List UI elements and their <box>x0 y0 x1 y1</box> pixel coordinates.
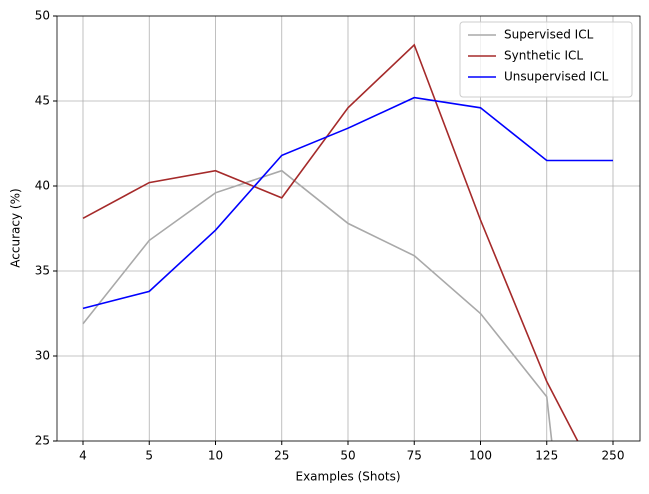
y-tick-label: 35 <box>35 264 50 278</box>
legend-label: Supervised ICL <box>504 28 594 42</box>
legend-label: Synthetic ICL <box>504 49 583 63</box>
plot-frame <box>56 15 641 442</box>
x-tick-label: 50 <box>340 449 355 463</box>
y-tick-label: 25 <box>35 434 50 448</box>
x-tick-label: 125 <box>535 449 558 463</box>
data-line <box>82 43 579 441</box>
x-tick-label: 75 <box>407 449 422 463</box>
y-tick-label: 50 <box>35 9 50 23</box>
x-tick-label: 10 <box>208 449 223 463</box>
x-tick-label: 100 <box>469 449 492 463</box>
y-tick-label: 40 <box>35 179 50 193</box>
data-line <box>82 96 613 310</box>
legend-box <box>459 21 633 98</box>
y-tick-label: 30 <box>35 349 50 363</box>
x-tick-label: 4 <box>79 449 87 463</box>
x-axis-label: Examples (Shots) <box>295 470 400 484</box>
x-tick-label: 250 <box>602 449 625 463</box>
data-line <box>82 169 553 441</box>
x-tick-label: 25 <box>274 449 289 463</box>
legend-label: Unsupervised ICL <box>504 70 609 84</box>
y-axis-label: Accuracy (%) <box>9 188 23 267</box>
x-tick-label: 5 <box>145 449 153 463</box>
plot-area <box>82 43 613 441</box>
y-tick-label: 45 <box>35 94 50 108</box>
